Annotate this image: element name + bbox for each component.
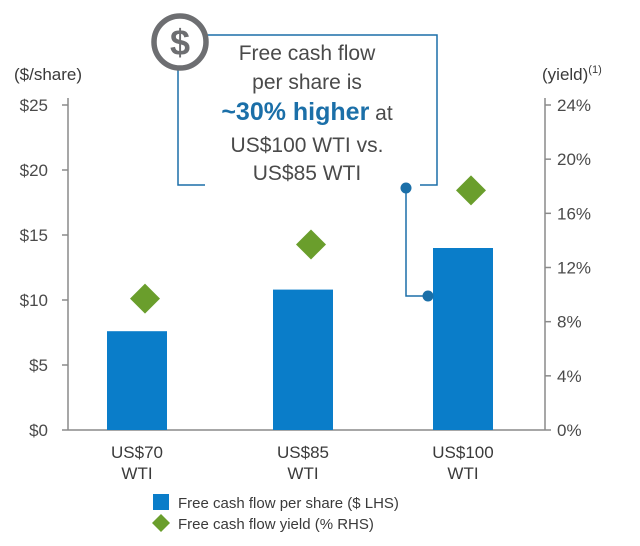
dollar-circle-icon: $ [151,13,209,71]
left-axis-title: ($/share) [14,65,82,84]
left-axis-tick-label: $20 [20,161,48,180]
x-axis-category-label: WTI [121,464,152,483]
right-axis-title: (yield)(1) [542,64,602,84]
callout-box [177,34,438,186]
right-axis-tick-label: 16% [557,204,591,223]
yield-markers [130,175,486,314]
legend-swatch-bar [153,494,169,510]
x-axis-category-label: WTI [447,464,478,483]
left-axis-tick-label: $25 [20,96,48,115]
right-axis-tick-label: 8% [557,313,582,332]
bar-fcf-per-share [433,248,493,430]
marker-fcf-yield [130,283,160,314]
icon-glyph: $ [170,22,190,63]
x-axis-category-label: WTI [287,464,318,483]
left-axis-tick-label: $5 [29,356,48,375]
right-axis-tick-label: 24% [557,96,591,115]
left-axis-tick-label: $0 [29,421,48,440]
callout-text-line: US$85 WTI [253,162,362,185]
bars [107,248,493,430]
bar-fcf-per-share [273,289,333,430]
axes: $0 $5 $10 $15 $20 $25 0% 4% 8% 12% 16% 20% 24% ($/sha… [14,64,602,483]
callout-text-line: ~30% higher at [221,98,392,126]
right-axis-tick-label: 0% [557,421,582,440]
callout-leader-dot [400,182,412,194]
x-axis-category-label: US$100 [432,443,493,462]
legend: Free cash flow per share ($ LHS) Free cas… [152,494,399,533]
icon-ring [151,13,209,71]
marker-fcf-yield [296,229,326,260]
legend-label: Free cash flow per share ($ LHS) [178,495,399,512]
legend-swatch-diamond [152,514,170,532]
legend-label: Free cash flow yield (% RHS) [178,516,374,533]
left-axis-tick-label: $15 [20,226,48,245]
right-axis-tick-label: 4% [557,367,582,386]
left-axis-tick-label: $10 [20,291,48,310]
x-axis-category-label: US$85 [277,443,329,462]
callout-leader-dot [422,290,434,302]
right-axis-tick-label: 20% [557,150,591,169]
callout-text-line: per share is [252,71,362,94]
x-axis-category-label: US$70 [111,443,163,462]
callout-leader-line [405,188,428,297]
callout: $ Free cash flow per share is ~30% higher a… [151,13,438,302]
marker-fcf-yield [456,175,486,206]
bar-fcf-per-share [107,331,167,430]
callout-text-line: Free cash flow [239,42,376,65]
right-axis-tick-label: 12% [557,259,591,278]
callout-text-line: US$100 WTI vs. [231,134,384,157]
